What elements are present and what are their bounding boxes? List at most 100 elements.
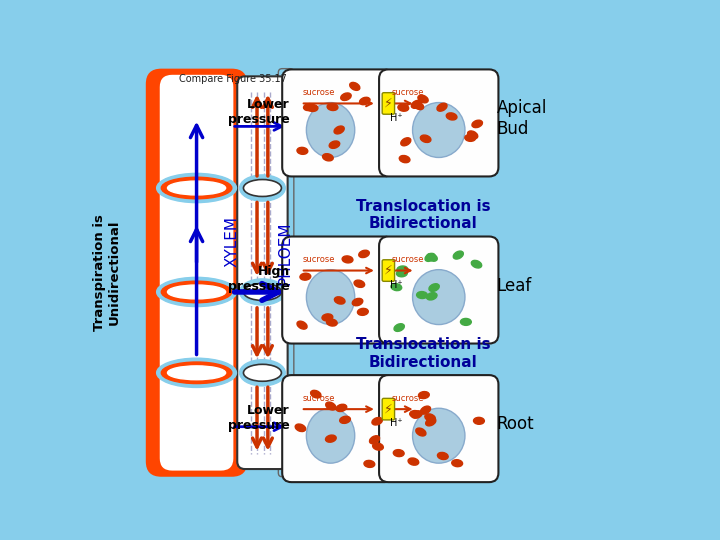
Text: Compare Figure 35.17: Compare Figure 35.17 (179, 74, 287, 84)
Ellipse shape (474, 417, 485, 424)
Text: Apical
Bud: Apical Bud (497, 99, 547, 138)
Text: sucrose: sucrose (392, 255, 424, 265)
Ellipse shape (307, 269, 355, 325)
Ellipse shape (372, 417, 382, 425)
Ellipse shape (300, 273, 311, 280)
FancyBboxPatch shape (282, 237, 394, 343)
Ellipse shape (243, 179, 282, 197)
Ellipse shape (240, 279, 285, 305)
Ellipse shape (427, 254, 437, 261)
Ellipse shape (304, 104, 315, 111)
Text: ⚡: ⚡ (384, 403, 392, 416)
Text: sucrose: sucrose (302, 255, 335, 265)
Ellipse shape (357, 308, 368, 315)
Ellipse shape (240, 175, 285, 201)
Ellipse shape (161, 281, 232, 303)
FancyBboxPatch shape (145, 69, 248, 477)
Text: sucrose: sucrose (302, 89, 335, 97)
Ellipse shape (334, 297, 345, 304)
Ellipse shape (451, 460, 462, 467)
FancyBboxPatch shape (382, 399, 395, 420)
FancyBboxPatch shape (379, 237, 498, 343)
Text: Lower
pressure: Lower pressure (228, 404, 290, 432)
Ellipse shape (157, 278, 236, 307)
Ellipse shape (157, 173, 236, 202)
Ellipse shape (397, 270, 408, 277)
Ellipse shape (350, 83, 360, 90)
Ellipse shape (354, 280, 364, 287)
Ellipse shape (161, 177, 232, 199)
Ellipse shape (391, 284, 402, 291)
Ellipse shape (168, 181, 225, 195)
Ellipse shape (418, 392, 429, 399)
Ellipse shape (420, 406, 431, 414)
Ellipse shape (295, 424, 306, 431)
Ellipse shape (325, 435, 336, 442)
Ellipse shape (467, 131, 478, 139)
Text: H⁺: H⁺ (390, 113, 402, 123)
Ellipse shape (297, 321, 307, 329)
Ellipse shape (243, 364, 282, 381)
Ellipse shape (310, 390, 321, 398)
Ellipse shape (168, 285, 225, 299)
Ellipse shape (168, 366, 225, 380)
Ellipse shape (352, 299, 363, 306)
Ellipse shape (465, 134, 476, 141)
Ellipse shape (325, 402, 336, 410)
Ellipse shape (454, 251, 464, 259)
Ellipse shape (243, 284, 282, 300)
Ellipse shape (411, 100, 421, 109)
Ellipse shape (397, 266, 408, 273)
Ellipse shape (297, 147, 307, 154)
Text: Translocation is
Bidirectional: Translocation is Bidirectional (356, 338, 490, 370)
Ellipse shape (426, 418, 436, 426)
Ellipse shape (157, 358, 236, 387)
Ellipse shape (420, 135, 431, 143)
Text: Root: Root (497, 415, 534, 433)
Ellipse shape (394, 323, 405, 332)
FancyBboxPatch shape (238, 76, 287, 469)
Ellipse shape (401, 138, 411, 146)
Ellipse shape (393, 450, 404, 457)
Text: Transpiration is
Unidirectional: Transpiration is Unidirectional (93, 214, 121, 331)
Ellipse shape (425, 253, 435, 261)
Ellipse shape (334, 126, 344, 134)
Ellipse shape (359, 250, 369, 258)
Ellipse shape (240, 360, 285, 386)
Ellipse shape (341, 93, 351, 100)
Ellipse shape (417, 292, 428, 299)
Text: H⁺: H⁺ (390, 280, 402, 290)
Ellipse shape (461, 319, 472, 326)
FancyBboxPatch shape (379, 375, 498, 482)
Ellipse shape (329, 141, 340, 148)
Text: ⚡: ⚡ (384, 264, 392, 277)
FancyBboxPatch shape (160, 75, 233, 470)
Text: ⚡: ⚡ (384, 97, 392, 110)
FancyBboxPatch shape (282, 70, 394, 177)
FancyBboxPatch shape (282, 375, 394, 482)
Ellipse shape (425, 414, 436, 421)
Text: High
pressure: High pressure (228, 265, 290, 293)
FancyBboxPatch shape (382, 93, 395, 114)
Ellipse shape (161, 362, 232, 383)
FancyBboxPatch shape (382, 260, 395, 281)
Ellipse shape (342, 256, 353, 263)
Ellipse shape (418, 95, 428, 103)
Text: sucrose: sucrose (302, 394, 335, 403)
Ellipse shape (327, 104, 338, 111)
Ellipse shape (472, 120, 482, 127)
Ellipse shape (340, 416, 351, 423)
Ellipse shape (438, 453, 448, 460)
Text: PHLOEM: PHLOEM (278, 222, 293, 285)
Ellipse shape (413, 102, 423, 110)
Text: Lower
pressure: Lower pressure (228, 98, 290, 126)
Text: XYLEM: XYLEM (225, 217, 239, 267)
Ellipse shape (364, 461, 375, 468)
Text: H⁺: H⁺ (390, 418, 402, 428)
Ellipse shape (410, 410, 420, 417)
Ellipse shape (437, 103, 447, 111)
Ellipse shape (446, 113, 457, 120)
Ellipse shape (413, 269, 465, 325)
Ellipse shape (413, 408, 465, 463)
Ellipse shape (323, 154, 333, 161)
